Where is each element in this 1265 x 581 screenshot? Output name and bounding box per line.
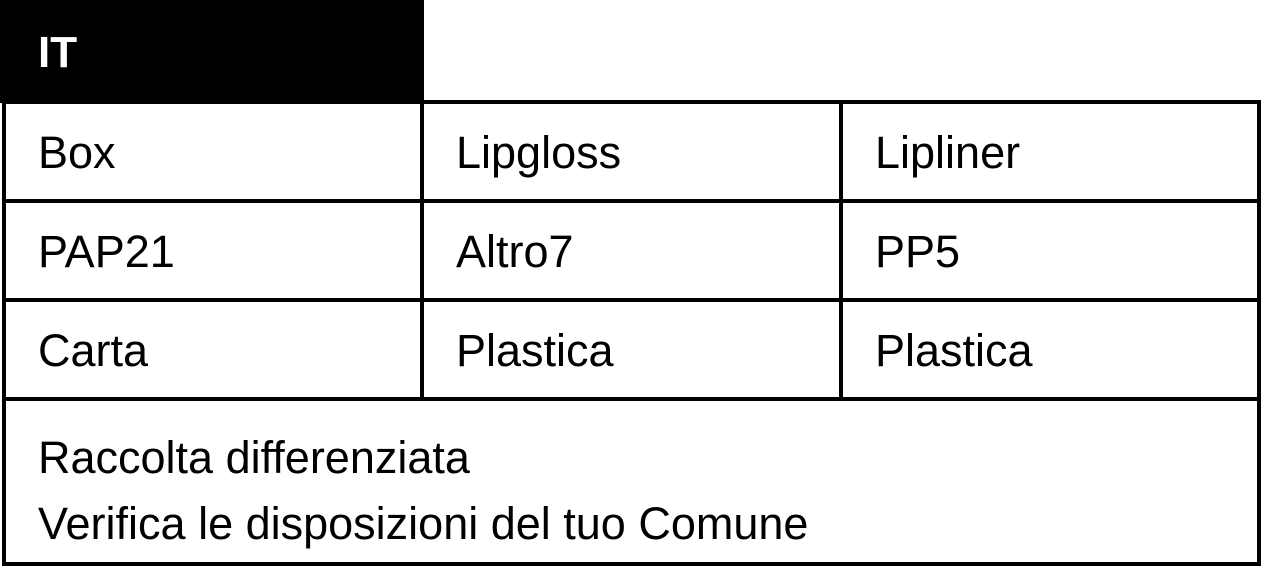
- table-cell: Plastica: [456, 325, 614, 376]
- table-cell: Carta: [38, 325, 149, 376]
- table-cell: Altro7: [456, 226, 574, 277]
- table-border-right: [1257, 100, 1261, 566]
- row-divider: [2, 199, 1261, 203]
- note-line-2: Verifica le disposizioni del tuo Comune: [38, 498, 809, 549]
- column-divider: [839, 100, 843, 401]
- row-divider: [2, 397, 1261, 401]
- table-cell: Lipgloss: [456, 127, 622, 178]
- note-line-1: Raccolta differenziata: [38, 432, 470, 483]
- column-divider: [420, 100, 424, 401]
- table-cell: PP5: [875, 226, 961, 277]
- table-border-bottom: [2, 562, 1261, 566]
- table-cell: Lipliner: [875, 127, 1021, 178]
- row-divider: [2, 298, 1261, 302]
- table-border-top: [2, 100, 1261, 104]
- table-cell: PAP21: [38, 226, 175, 277]
- table-cell: Plastica: [875, 325, 1033, 376]
- language-header: IT: [0, 0, 424, 103]
- disposal-note: Raccolta differenziata Verifica le dispo…: [38, 425, 808, 557]
- language-label: IT: [38, 28, 78, 77]
- table-border-left: [2, 100, 6, 566]
- table-cell: Box: [38, 127, 116, 178]
